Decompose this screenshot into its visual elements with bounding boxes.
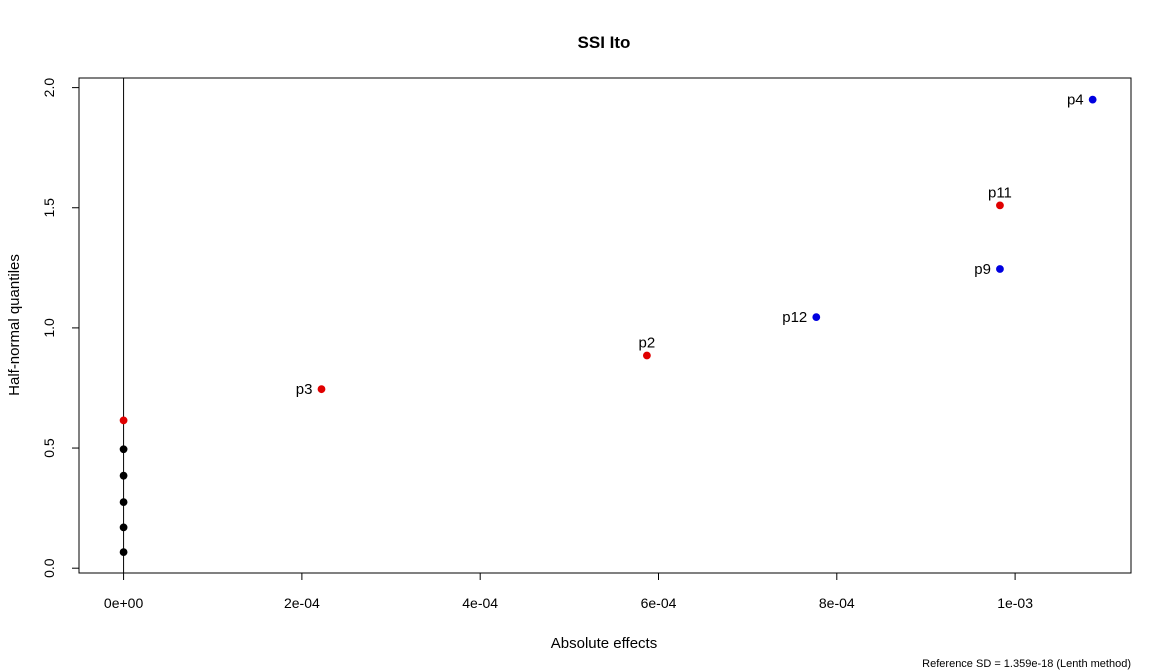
data-points: p3 p2 p12 p9 p11 p4 xyxy=(119,92,1097,556)
chart-title: SSI Ito xyxy=(578,33,631,52)
point-label: p4 xyxy=(1067,92,1084,109)
y-tick-label: 2.0 xyxy=(41,78,57,98)
data-point xyxy=(119,498,128,507)
y-axis-label: Half-normal quantiles xyxy=(6,254,23,396)
y-axis: 0.0 0.5 1.0 1.5 2.0 xyxy=(41,78,80,578)
x-tick-label: 6e-04 xyxy=(641,595,677,611)
point-label: p12 xyxy=(782,309,807,326)
data-point xyxy=(119,445,128,454)
data-point xyxy=(119,523,128,532)
x-tick-label: 1e-03 xyxy=(997,595,1033,611)
x-tick-label: 8e-04 xyxy=(819,595,855,611)
data-point xyxy=(119,416,128,425)
y-tick-label: 0.0 xyxy=(41,558,57,578)
y-tick-label: 1.5 xyxy=(41,198,57,218)
data-point xyxy=(119,548,128,556)
data-point xyxy=(1088,95,1097,104)
data-point xyxy=(317,385,326,394)
data-point xyxy=(996,201,1004,210)
data-point xyxy=(119,471,128,480)
point-label: p9 xyxy=(974,261,991,278)
data-point xyxy=(643,351,651,360)
y-tick-label: 0.5 xyxy=(41,438,57,458)
data-point xyxy=(996,265,1004,273)
point-label: p3 xyxy=(296,381,313,398)
reference-sd-note: Reference SD = 1.359e-18 (Lenth method) xyxy=(922,658,1131,670)
data-point xyxy=(812,313,821,321)
x-tick-label: 0e+00 xyxy=(104,595,144,611)
plot-frame xyxy=(78,77,1132,574)
point-label: p2 xyxy=(639,335,656,352)
y-tick-label: 1.0 xyxy=(41,318,57,338)
x-axis: 0e+00 2e-04 4e-04 6e-04 8e-04 1e-03 xyxy=(104,572,1033,611)
x-tick-label: 4e-04 xyxy=(462,595,498,611)
x-axis-label: Absolute effects xyxy=(551,635,657,652)
point-label: p11 xyxy=(988,184,1012,201)
x-tick-label: 2e-04 xyxy=(284,595,320,611)
